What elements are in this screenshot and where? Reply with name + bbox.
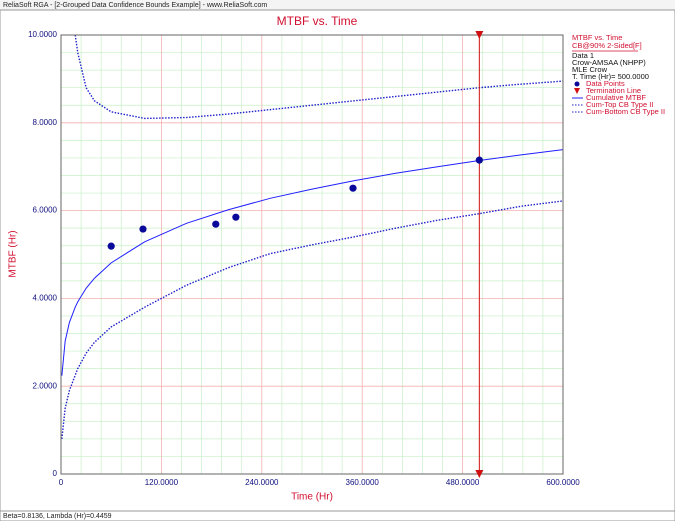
y-tick-label: 0 <box>53 469 58 478</box>
y-tick-label: 10.0000 <box>28 30 57 39</box>
series-line <box>61 149 563 376</box>
y-tick-label: 4.0000 <box>33 294 58 303</box>
data-point <box>475 156 483 164</box>
legend-label: Cumulative MTBF <box>586 93 646 102</box>
y-axis-label: MTBF (Hr) <box>8 230 19 277</box>
y-tick-label: 8.0000 <box>33 118 58 127</box>
plot <box>61 35 563 439</box>
series-line <box>74 35 563 120</box>
legend-header: Data 1 <box>572 51 594 60</box>
legend-marker <box>574 81 580 87</box>
x-axis-label: Time (Hr) <box>291 492 333 503</box>
legend-label: Data Points <box>586 79 625 88</box>
x-tick-label: 480.0000 <box>446 478 480 487</box>
chart-title: MTBF vs. Time <box>277 14 358 28</box>
data-point <box>349 184 357 192</box>
x-tick-label: 360.0000 <box>346 478 380 487</box>
window-title: ReliaSoft RGA - [2-Grouped Data Confiden… <box>3 2 267 9</box>
x-tick-label: 600.0000 <box>546 478 580 487</box>
data-point <box>107 242 115 250</box>
legend-header: MLE Crow <box>572 65 608 74</box>
x-tick-label: 120.0000 <box>145 478 179 487</box>
overlay: 0 120.0000 240.0000 360.0000 480.0000 600.000… <box>28 30 580 487</box>
plot-frame <box>60 34 564 475</box>
title-bar <box>0 0 675 10</box>
x-tick-label: 240.0000 <box>245 478 279 487</box>
legend-label: Termination Line <box>586 86 641 95</box>
y-tick-label: 2.0000 <box>33 381 58 390</box>
legend-header: T. Time (Hr)= 500.0000 <box>572 72 649 81</box>
data-point <box>232 213 240 221</box>
legend-header: MTBF vs. Time <box>572 33 622 42</box>
termination-marker <box>475 470 484 478</box>
legend-label: Cum-Bottom CB Type II <box>586 107 665 116</box>
termination-marker <box>475 31 484 39</box>
legend-marker <box>574 88 580 94</box>
data-point <box>139 225 147 233</box>
legend-header: Crow-AMSAA (NHPP) <box>572 58 646 67</box>
status-text: Beta=0.8136, Lambda (Hr)=0.4459 <box>3 513 112 520</box>
y-tick-label: 6.0000 <box>33 206 58 215</box>
legend-label: Cum-Top CB Type II <box>586 100 653 109</box>
legend-header: CB@90% 2-Sided[F] <box>572 41 642 50</box>
data-point <box>212 220 220 228</box>
x-tick-label: 0 <box>59 478 64 487</box>
